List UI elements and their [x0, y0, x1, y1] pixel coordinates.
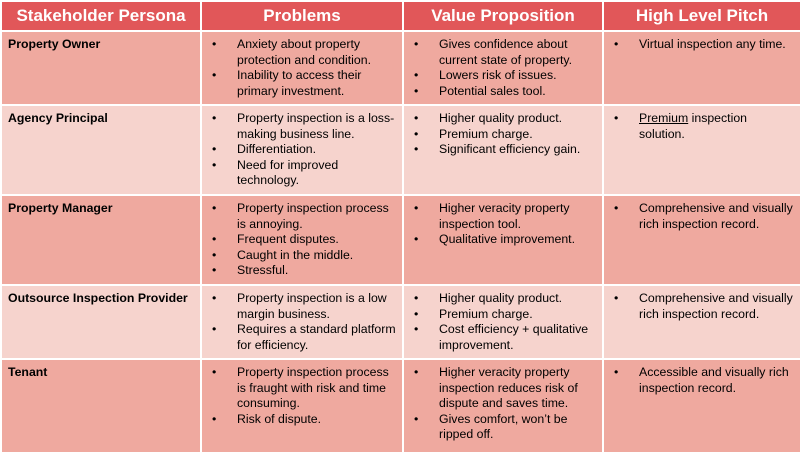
pitch-cell: Comprehensive and visually rich inspecti… — [602, 284, 800, 360]
pitch-cell: Virtual inspection any time. — [602, 30, 800, 106]
list-item: Higher veracity property inspection redu… — [410, 365, 596, 412]
list-item: Anxiety about property protection and co… — [208, 37, 396, 68]
problems-list: Property inspection is a loss-making bus… — [208, 111, 396, 189]
value-cell: Gives confidence about current state of … — [402, 30, 604, 106]
value-list: Higher quality product. Premium charge. … — [410, 111, 596, 158]
pitch-list: Accessible and visually rich inspection … — [610, 365, 794, 396]
list-item: Potential sales tool. — [410, 84, 596, 100]
persona-cell: Property Manager — [0, 194, 202, 286]
list-item: Premium inspection solution. — [610, 111, 794, 142]
table-row-outsource-inspection-provider: Outsource Inspection Provider Property i… — [0, 284, 800, 360]
list-item: Comprehensive and visually rich inspecti… — [610, 291, 794, 322]
header-value-proposition: Value Proposition — [402, 0, 604, 32]
value-list: Higher veracity property inspection redu… — [410, 365, 596, 443]
list-item: Cost efficiency + qualitative improvemen… — [410, 322, 596, 353]
list-item: Premium charge. — [410, 127, 596, 143]
list-item: Stressful. — [208, 263, 396, 279]
pitch-rest: inspection solution. — [639, 111, 747, 141]
value-cell: Higher veracity property inspection tool… — [402, 194, 604, 286]
list-item: Comprehensive and visually rich inspecti… — [610, 201, 794, 232]
value-list: Higher quality product. Premium charge. … — [410, 291, 596, 353]
list-item: Frequent disputes. — [208, 232, 396, 248]
pitch-cell: Premium inspection solution. — [602, 104, 800, 196]
list-item: Property inspection process is annoying. — [208, 201, 396, 232]
pitch-emphasis: Premium — [639, 111, 689, 125]
list-item: Property inspection is a loss-making bus… — [208, 111, 396, 142]
list-item: Requires a standard platform for efficie… — [208, 322, 396, 353]
list-item: Premium charge. — [410, 307, 596, 323]
pitch-cell: Accessible and visually rich inspection … — [602, 358, 800, 454]
problems-cell: Property inspection process is fraught w… — [200, 358, 404, 454]
value-list: Gives confidence about current state of … — [410, 37, 596, 99]
value-list: Higher veracity property inspection tool… — [410, 201, 596, 248]
list-item: Higher veracity property inspection tool… — [410, 201, 596, 232]
persona-cell: Tenant — [0, 358, 202, 454]
list-item: Gives confidence about current state of … — [410, 37, 596, 68]
list-item: Differentiation. — [208, 142, 396, 158]
persona-cell: Outsource Inspection Provider — [0, 284, 202, 360]
list-item: Qualitative improvement. — [410, 232, 596, 248]
list-item: Risk of dispute. — [208, 412, 396, 428]
list-item: Gives comfort, won’t be ripped off. — [410, 412, 596, 443]
problems-list: Property inspection is a low margin busi… — [208, 291, 396, 353]
list-item: Caught in the middle. — [208, 248, 396, 264]
pitch-list: Virtual inspection any time. — [610, 37, 794, 53]
pitch-cell: Comprehensive and visually rich inspecti… — [602, 194, 800, 286]
pitch-list: Comprehensive and visually rich inspecti… — [610, 291, 794, 322]
list-item: Higher quality product. — [410, 291, 596, 307]
value-cell: Higher veracity property inspection redu… — [402, 358, 604, 454]
list-item: Higher quality product. — [410, 111, 596, 127]
problems-list: Anxiety about property protection and co… — [208, 37, 396, 99]
problems-list: Property inspection process is annoying.… — [208, 201, 396, 279]
persona-cell: Agency Principal — [0, 104, 202, 196]
list-item: Property inspection is a low margin busi… — [208, 291, 396, 322]
pitch-list: Premium inspection solution. — [610, 111, 794, 142]
list-item: Property inspection process is fraught w… — [208, 365, 396, 412]
table-row-property-owner: Property Owner Anxiety about property pr… — [0, 30, 800, 106]
list-item: Inability to access their primary invest… — [208, 68, 396, 99]
header-high-level-pitch: High Level Pitch — [602, 0, 800, 32]
problems-cell: Property inspection is a low margin busi… — [200, 284, 404, 360]
list-item: Need for improved technology. — [208, 158, 396, 189]
table-row-agency-principal: Agency Principal Property inspection is … — [0, 104, 800, 196]
pitch-list: Comprehensive and visually rich inspecti… — [610, 201, 794, 232]
list-item: Significant efficiency gain. — [410, 142, 596, 158]
persona-cell: Property Owner — [0, 30, 202, 106]
list-item: Virtual inspection any time. — [610, 37, 794, 53]
header-problems: Problems — [200, 0, 404, 32]
problems-list: Property inspection process is fraught w… — [208, 365, 396, 427]
table-row-property-manager: Property Manager Property inspection pro… — [0, 194, 800, 286]
list-item: Lowers risk of issues. — [410, 68, 596, 84]
table-row-tenant: Tenant Property inspection process is fr… — [0, 358, 800, 454]
problems-cell: Property inspection is a loss-making bus… — [200, 104, 404, 196]
problems-cell: Anxiety about property protection and co… — [200, 30, 404, 106]
header-stakeholder-persona: Stakeholder Persona — [0, 0, 202, 32]
header-row: Stakeholder Persona Problems Value Propo… — [0, 0, 800, 32]
value-cell: Higher quality product. Premium charge. … — [402, 284, 604, 360]
list-item: Accessible and visually rich inspection … — [610, 365, 794, 396]
problems-cell: Property inspection process is annoying.… — [200, 194, 404, 286]
value-cell: Higher quality product. Premium charge. … — [402, 104, 604, 196]
